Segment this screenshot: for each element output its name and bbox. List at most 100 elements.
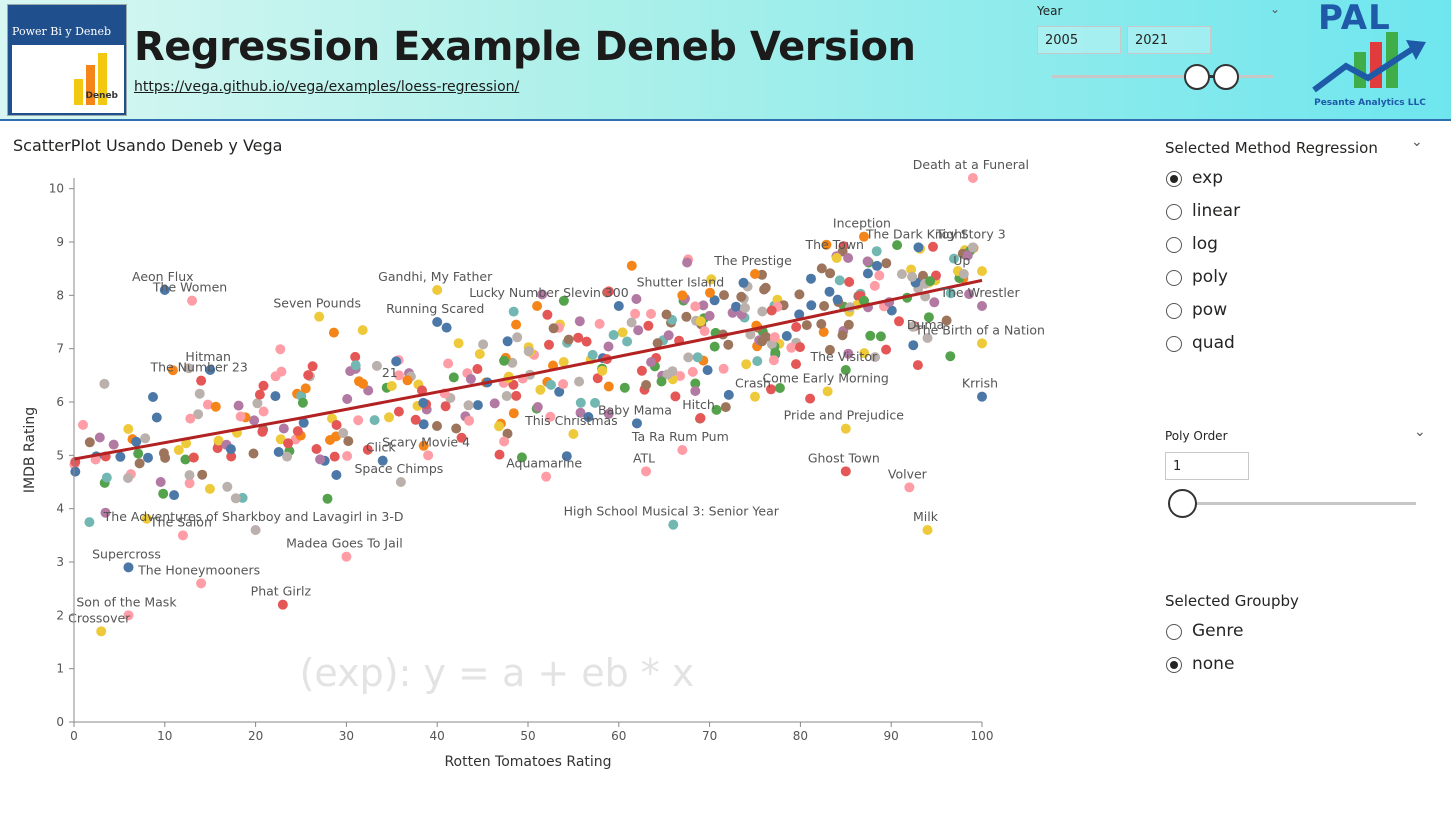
chevron-down-icon[interactable]: ⌄: [1414, 424, 1426, 440]
year-slider-start-handle[interactable]: [1184, 64, 1210, 90]
scatter-point[interactable]: [831, 253, 842, 263]
method-option-exp[interactable]: exp: [1192, 168, 1224, 188]
year-end-input[interactable]: 2021: [1127, 26, 1211, 54]
scatter-point: [558, 379, 569, 390]
method-radio-quad[interactable]: [1166, 336, 1182, 352]
scatter-point[interactable]: [196, 375, 207, 386]
point-label: Up: [953, 253, 970, 268]
scatter-point[interactable]: [840, 466, 851, 477]
scatter-point: [542, 309, 553, 320]
year-start-input[interactable]: 2005: [1037, 26, 1121, 54]
scatter-point[interactable]: [977, 301, 987, 311]
scatter-point: [923, 312, 934, 323]
scatter-point: [230, 493, 241, 504]
scatter-point[interactable]: [541, 471, 552, 482]
groupby-option-genre[interactable]: Genre: [1192, 621, 1244, 641]
scatter-point[interactable]: [532, 301, 543, 311]
method-option-quad[interactable]: quad: [1192, 333, 1235, 353]
scatter-point: [581, 336, 592, 347]
scatter-point[interactable]: [177, 530, 188, 541]
scatter-point[interactable]: [977, 391, 987, 402]
scatter-point: [143, 452, 153, 463]
scatter-point[interactable]: [750, 269, 760, 279]
scatter-point: [499, 436, 510, 447]
method-radio-log[interactable]: [1166, 237, 1182, 253]
method-radio-pow[interactable]: [1166, 303, 1182, 319]
scatter-point[interactable]: [840, 423, 851, 434]
scatter-point[interactable]: [922, 333, 933, 343]
scatter-point[interactable]: [677, 290, 688, 301]
chevron-down-icon[interactable]: ⌄: [1270, 2, 1281, 16]
x-tick-label: 30: [339, 729, 354, 743]
method-radio-linear[interactable]: [1166, 204, 1182, 220]
scatter-point[interactable]: [750, 391, 760, 402]
scatter-point: [443, 358, 454, 369]
scatter-point: [843, 253, 854, 263]
scatter-point[interactable]: [840, 365, 851, 375]
scatter-point[interactable]: [159, 285, 170, 295]
scatter-point[interactable]: [377, 455, 388, 466]
scatter-point[interactable]: [395, 477, 406, 487]
scatter-point[interactable]: [677, 445, 688, 455]
scatter-point[interactable]: [977, 338, 987, 349]
scatter-point[interactable]: [641, 466, 652, 477]
scatter-point[interactable]: [967, 173, 978, 183]
scatter-point: [343, 436, 354, 447]
method-option-linear[interactable]: linear: [1192, 201, 1241, 221]
scatter-point[interactable]: [314, 311, 325, 322]
poly-order-slider-track[interactable]: [1182, 502, 1416, 505]
scatter-point[interactable]: [432, 317, 443, 327]
scatter-point[interactable]: [822, 386, 833, 397]
scatter-point[interactable]: [613, 301, 624, 311]
scatter-point[interactable]: [858, 231, 869, 242]
scatter-point[interactable]: [922, 525, 933, 535]
scatter-point: [801, 320, 812, 331]
method-option-poly[interactable]: poly: [1192, 267, 1228, 287]
scatter-point: [587, 349, 598, 360]
scatter-point[interactable]: [904, 482, 915, 493]
scatter-point: [603, 408, 614, 419]
scatter-point: [257, 426, 268, 437]
loess-regression-link[interactable]: https://vega.github.io/vega/examples/loe…: [134, 79, 520, 95]
method-option-pow[interactable]: pow: [1192, 300, 1228, 320]
groupby-option-none[interactable]: none: [1192, 654, 1235, 674]
scatter-point: [185, 413, 196, 424]
scatter-point: [391, 356, 402, 367]
scatter-point[interactable]: [967, 242, 978, 253]
scatter-point: [108, 439, 119, 450]
scatter-point[interactable]: [123, 562, 134, 573]
scatter-point[interactable]: [250, 525, 261, 535]
scatter-point[interactable]: [341, 551, 352, 562]
groupby-radio-none[interactable]: [1166, 657, 1182, 673]
method-radio-poly[interactable]: [1166, 270, 1182, 286]
scatter-point[interactable]: [432, 285, 443, 295]
scatter-point[interactable]: [123, 610, 134, 621]
scatter-point[interactable]: [187, 295, 198, 306]
method-option-log[interactable]: log: [1192, 234, 1218, 254]
year-slider-track[interactable]: [1052, 75, 1274, 78]
scatter-point: [682, 257, 693, 268]
scatter-point: [859, 295, 869, 306]
scatter-point: [699, 326, 710, 337]
chevron-down-icon[interactable]: ⌄: [1411, 134, 1423, 150]
scatter-point[interactable]: [196, 578, 207, 589]
scatter-point[interactable]: [913, 242, 924, 253]
groupby-radio-genre[interactable]: [1166, 624, 1182, 640]
scatter-chart[interactable]: (exp): y = a + eb * x Death at a Funeral…: [0, 130, 1100, 810]
scatter-point[interactable]: [668, 519, 679, 530]
year-slider-end-handle[interactable]: [1213, 64, 1239, 90]
method-radio-exp[interactable]: [1166, 171, 1182, 187]
scatter-point[interactable]: [631, 418, 642, 429]
poly-order-slider-handle[interactable]: [1168, 489, 1197, 518]
scatter-point[interactable]: [96, 626, 107, 637]
thumbnail-panel: Deneb: [12, 45, 124, 113]
scatter-point[interactable]: [568, 429, 579, 439]
scatter-point[interactable]: [423, 450, 434, 461]
scatter-point[interactable]: [386, 381, 397, 391]
scatter-point[interactable]: [205, 365, 216, 375]
scatter-point[interactable]: [958, 269, 969, 279]
scatter-point[interactable]: [695, 413, 706, 423]
scatter-point[interactable]: [277, 599, 288, 610]
scatter-point: [630, 308, 641, 319]
poly-order-input[interactable]: 1: [1165, 452, 1249, 480]
